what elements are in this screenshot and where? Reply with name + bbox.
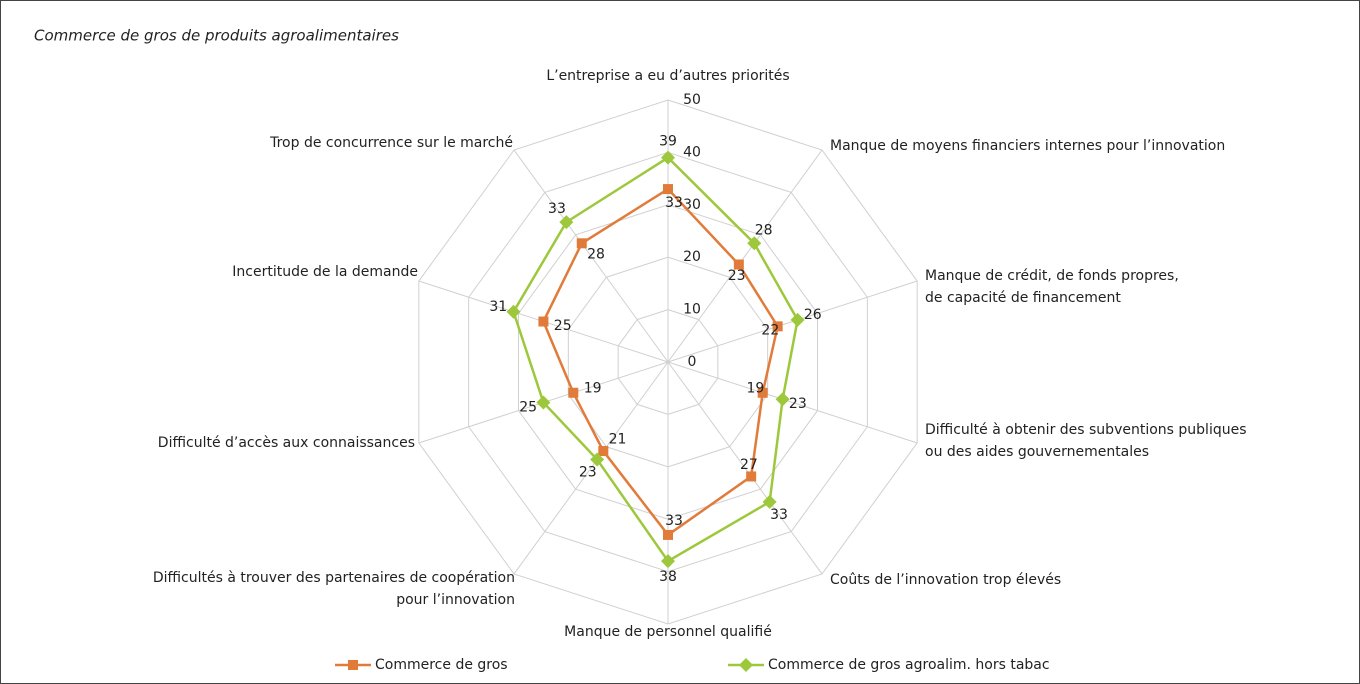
value-label: 25 (519, 399, 537, 415)
category-label: Manque de moyens financiers internes pou… (830, 138, 1225, 154)
value-label: 33 (770, 507, 788, 523)
marker (733, 259, 744, 270)
value-label: 33 (548, 201, 566, 217)
marker (775, 392, 790, 407)
marker (746, 471, 757, 482)
value-label: 26 (804, 307, 822, 323)
category-label: Manque de crédit, de fonds propres, de ca… (925, 268, 1179, 306)
category-label: Difficulté d’accès aux connaissances (158, 435, 415, 451)
category-label: L’entreprise a eu d’autres priorités (546, 68, 789, 84)
category-label: Manque de personnel qualifié (564, 624, 772, 640)
marker (661, 554, 675, 569)
marker (663, 184, 673, 195)
marker (762, 494, 777, 509)
legend-label: Commerce de gros agroalim. hors tabac (768, 657, 1050, 673)
marker (747, 236, 762, 251)
marker (568, 387, 579, 398)
y-tick-label: 50 (683, 92, 701, 108)
value-label: 39 (659, 134, 677, 150)
y-tick-label: 0 (688, 354, 697, 370)
y-tick-label: 20 (683, 249, 701, 265)
value-label: 19 (584, 380, 602, 396)
value-label: 25 (554, 318, 572, 334)
marker (790, 312, 805, 327)
marker (506, 304, 521, 319)
marker (757, 387, 768, 398)
value-label: 21 (609, 432, 627, 448)
legend-marker (348, 660, 358, 670)
spoke (667, 149, 823, 363)
spoke (513, 149, 669, 363)
value-label: 23 (789, 396, 807, 412)
chart-title: Commerce de gros de produits agroaliment… (34, 27, 399, 45)
marker (663, 529, 673, 540)
value-label: 31 (489, 299, 507, 315)
category-label: Difficulté à obtenir des subventions pub… (925, 422, 1247, 460)
spoke (513, 361, 669, 575)
category-label: Difficultés à trouver des partenaires de… (153, 570, 515, 608)
value-label: 22 (761, 323, 779, 339)
category-label: Incertitude de la demande (232, 264, 418, 280)
value-label: 33 (665, 195, 683, 211)
legend-marker (739, 658, 753, 672)
category-label: Coûts de l’innovation trop élevés (830, 572, 1061, 588)
marker (590, 452, 605, 467)
value-label: 19 (746, 380, 764, 396)
value-label: 23 (579, 464, 597, 480)
value-label: 33 (665, 513, 683, 529)
marker (576, 238, 587, 249)
value-label: 27 (740, 457, 758, 473)
legend-label: Commerce de gros (375, 657, 508, 673)
category-label: Trop de concurrence sur le marché (269, 135, 513, 151)
marker (536, 395, 551, 410)
marker (598, 446, 609, 457)
value-label: 38 (659, 569, 677, 585)
marker (559, 215, 574, 230)
value-label: 28 (587, 247, 605, 263)
y-tick-label: 30 (683, 197, 701, 213)
y-tick-label: 40 (683, 144, 701, 160)
spoke (667, 361, 918, 444)
value-label: 28 (755, 222, 773, 238)
marker (538, 316, 549, 327)
y-tick-label: 10 (683, 302, 701, 318)
marker (661, 150, 675, 165)
value-label: 23 (728, 268, 746, 284)
marker (772, 321, 783, 332)
spoke (667, 361, 823, 575)
